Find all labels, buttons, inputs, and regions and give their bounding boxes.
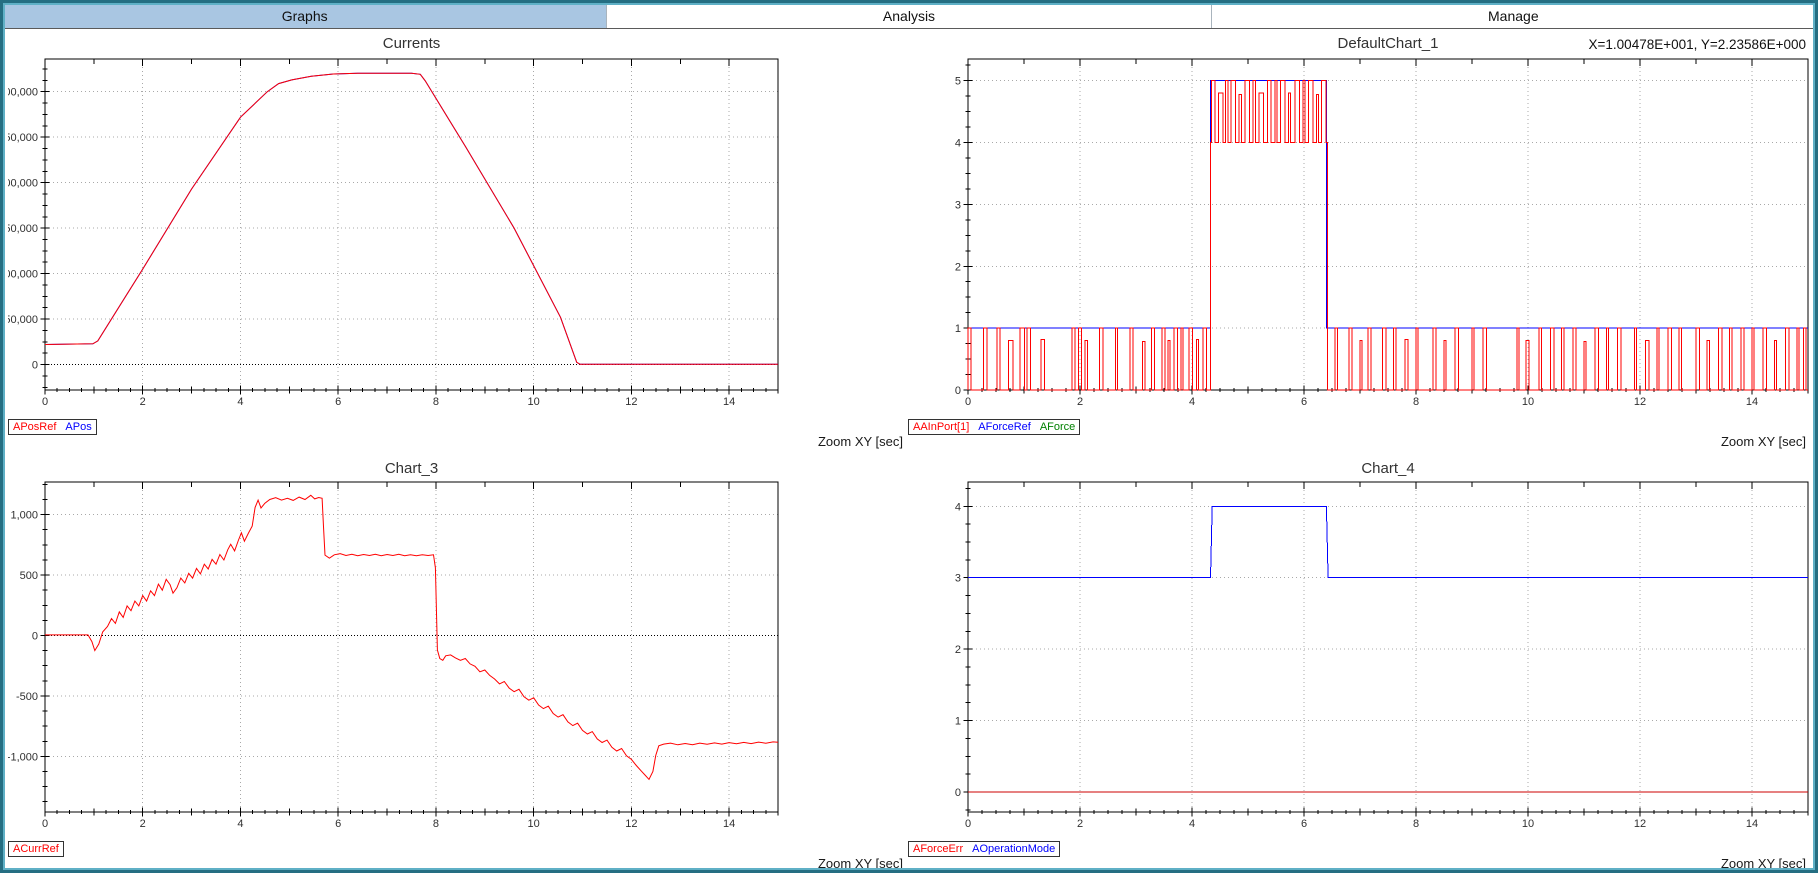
svg-text:200,000: 200,000 — [8, 178, 38, 190]
legend-item: APos — [65, 421, 91, 433]
svg-text:4: 4 — [237, 818, 243, 830]
svg-text:6: 6 — [335, 396, 341, 408]
svg-text:6: 6 — [335, 818, 341, 830]
plot-area-currents[interactable]: 0 2 4 6 8 10 12 14 0 50,000 100,000 150,000 200,000 2… — [8, 32, 905, 456]
svg-text:8: 8 — [433, 396, 439, 408]
tab-graphs[interactable]: Graphs — [3, 3, 607, 28]
svg-text:-1,000: -1,000 — [8, 751, 38, 763]
svg-text:300,000: 300,000 — [8, 87, 38, 99]
svg-text:14: 14 — [723, 818, 735, 830]
svg-text:2: 2 — [140, 818, 146, 830]
legend-item: AOperationMode — [972, 843, 1055, 855]
svg-text:10: 10 — [528, 818, 540, 830]
chart-panel-chart4: 0246810121401234 Chart_4 AForceErrAOpera… — [908, 457, 1812, 870]
series-ACurrRef — [45, 495, 778, 779]
svg-text:0: 0 — [965, 818, 971, 830]
svg-text:10: 10 — [1522, 818, 1534, 830]
legend-box[interactable]: AAInPort[1] AForceRef AForce — [908, 419, 1080, 435]
svg-text:0: 0 — [32, 631, 38, 643]
svg-text:0: 0 — [42, 818, 48, 830]
svg-text:150,000: 150,000 — [8, 223, 38, 235]
svg-text:0: 0 — [955, 385, 961, 397]
chart-panel-chart3: 0 2 4 6 8 10 12 14 -1,000 -500 0 500 1,000 Chart_3 A… — [8, 457, 905, 870]
svg-text:12: 12 — [1634, 396, 1646, 408]
tab-bar: Graphs Analysis Manage — [3, 3, 1815, 29]
series-AAInPort[1] — [968, 81, 1808, 390]
svg-text:12: 12 — [625, 396, 637, 408]
svg-text:14: 14 — [1746, 818, 1758, 830]
legend-item: AForceRef — [978, 421, 1031, 433]
svg-text:0: 0 — [42, 396, 48, 408]
svg-text:4: 4 — [237, 396, 243, 408]
app-window: Graphs Analysis Manage 02468101214050,00… — [0, 0, 1818, 873]
svg-text:4: 4 — [1189, 818, 1195, 830]
chart-panel-defaultchart1: 02468101214012345 DefaultChart_1 X=1.004… — [908, 32, 1812, 456]
svg-text:5: 5 — [955, 76, 961, 88]
svg-text:12: 12 — [1634, 818, 1646, 830]
charts-grid: 02468101214050,000100,000150,000200,0002… — [3, 30, 1815, 870]
svg-text:0: 0 — [955, 787, 961, 799]
legend-item: AForceErr — [913, 843, 963, 855]
svg-text:1,000: 1,000 — [10, 510, 38, 522]
series-AForce — [968, 81, 1808, 390]
svg-text:2: 2 — [955, 261, 961, 273]
chart-title: Chart_4 — [968, 460, 1808, 477]
svg-text:10: 10 — [528, 396, 540, 408]
svg-text:500: 500 — [20, 570, 38, 582]
tab-analysis[interactable]: Analysis — [607, 3, 1211, 28]
svg-text:6: 6 — [1301, 818, 1307, 830]
svg-text:-500: -500 — [16, 691, 38, 703]
svg-text:2: 2 — [955, 644, 961, 656]
plot-area-chart3[interactable]: 0 2 4 6 8 10 12 14 -1,000 -500 0 500 1,000 — [8, 457, 905, 870]
svg-text:8: 8 — [1413, 818, 1419, 830]
series-APosRef — [45, 73, 778, 364]
legend-box[interactable]: APosRef APos — [8, 419, 97, 435]
svg-text:250,000: 250,000 — [8, 132, 38, 144]
svg-text:8: 8 — [1413, 396, 1419, 408]
cursor-coordinates-readout: X=1.00478E+001, Y=2.23586E+000 — [1589, 37, 1806, 52]
zoom-mode-label: Zoom XY [sec] — [818, 856, 903, 871]
svg-text:6: 6 — [1301, 396, 1307, 408]
svg-text:50,000: 50,000 — [8, 314, 38, 326]
svg-text:4: 4 — [955, 501, 961, 513]
svg-text:14: 14 — [723, 396, 735, 408]
svg-text:8: 8 — [433, 818, 439, 830]
svg-text:3: 3 — [955, 199, 961, 211]
zoom-mode-label: Zoom XY [sec] — [1721, 434, 1806, 449]
plot-area-chart4[interactable]: 0246810121401234 — [908, 457, 1812, 870]
svg-text:3: 3 — [955, 573, 961, 585]
chart-title: Currents — [45, 35, 778, 52]
svg-text:0: 0 — [32, 360, 38, 372]
tab-manage[interactable]: Manage — [1212, 3, 1815, 28]
svg-text:4: 4 — [1189, 396, 1195, 408]
svg-text:100,000: 100,000 — [8, 269, 38, 281]
chart-title: Chart_3 — [45, 460, 778, 477]
plot-area-defaultchart1[interactable]: 02468101214012345 — [908, 32, 1812, 456]
svg-text:2: 2 — [1077, 396, 1083, 408]
chart-panel-currents: 0 2 4 6 8 10 12 14 0 50,000 100,000 150,000 200,000 2… — [8, 32, 905, 456]
legend-item: APosRef — [13, 421, 56, 433]
svg-text:1: 1 — [955, 323, 961, 335]
zoom-mode-label: Zoom XY [sec] — [1721, 856, 1806, 871]
legend-box[interactable]: AForceErr AOperationMode — [908, 841, 1060, 857]
svg-text:2: 2 — [140, 396, 146, 408]
legend-item: AForce — [1040, 421, 1075, 433]
legend-item: AAInPort[1] — [913, 421, 969, 433]
svg-text:2: 2 — [1077, 818, 1083, 830]
svg-text:4: 4 — [955, 138, 961, 150]
legend-item: ACurrRef — [13, 843, 59, 855]
legend-box[interactable]: ACurrRef — [8, 841, 64, 857]
svg-text:10: 10 — [1522, 396, 1534, 408]
series-AOperationMode — [968, 506, 1808, 577]
zoom-mode-label: Zoom XY [sec] — [818, 434, 903, 449]
svg-text:1: 1 — [955, 716, 961, 728]
svg-text:14: 14 — [1746, 396, 1758, 408]
series-APos — [45, 73, 778, 364]
svg-text:12: 12 — [625, 818, 637, 830]
svg-text:0: 0 — [965, 396, 971, 408]
